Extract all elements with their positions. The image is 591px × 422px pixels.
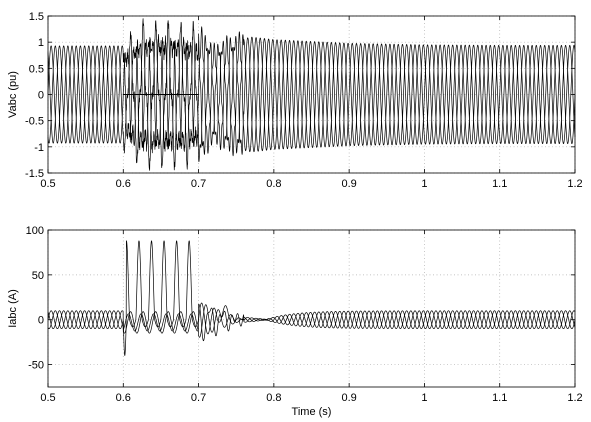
current-y-axis-label: Iabc (A): [7, 289, 19, 328]
current-x-axis-label: Time (s): [292, 406, 332, 418]
x-tick-label: 0.6: [116, 178, 131, 190]
voltage-phase-trace: [47, 26, 576, 157]
y-tick-label: 0: [38, 90, 44, 102]
y-tick-label: 1.5: [29, 11, 44, 23]
x-tick-label: 1.2: [567, 392, 582, 404]
y-tick-label: 50: [32, 270, 44, 282]
x-tick-label: 1: [421, 178, 427, 190]
y-tick-label: -1: [34, 142, 44, 154]
current-plot: 0.5 0.6 0.7 0.8 0.9 1 1.1 1.2 -50 0 50 100 Iabc (A…: [7, 225, 583, 418]
y-tick-label: 0.5: [29, 63, 44, 75]
current-y-tick-labels: -50 0 50 100: [26, 225, 44, 372]
x-tick-label: 0.7: [191, 392, 206, 404]
voltage-y-tick-labels: -1.5 -1 -0.5 0 0.5 1 1.5: [25, 11, 44, 180]
current-traces: [47, 240, 576, 356]
y-tick-label: 0: [38, 315, 44, 327]
y-tick-label: -0.5: [25, 116, 44, 128]
x-tick-label: 1.1: [492, 178, 507, 190]
voltage-axes-frame: [47, 15, 576, 174]
current-phase-trace: [47, 303, 576, 342]
current-phase-trace: [47, 240, 576, 356]
x-tick-label: 0.7: [191, 178, 206, 190]
voltage-traces: [47, 18, 576, 171]
x-tick-label: 0.8: [266, 392, 281, 404]
current-grid: [47, 229, 576, 387]
voltage-x-tick-labels: 0.5 0.6 0.7 0.8 0.9 1 1.1 1.2: [40, 178, 582, 190]
current-x-tick-labels: 0.5 0.6 0.7 0.8 0.9 1 1.1 1.2: [40, 392, 582, 404]
x-tick-label: 0.5: [40, 178, 55, 190]
x-tick-label: 0.9: [341, 178, 356, 190]
voltage-plot: 0.5 0.6 0.7 0.8 0.9 1 1.1 1.2 -1.5 -1 -0.5 0 0.5 1 1.…: [7, 11, 583, 190]
x-tick-label: 1: [421, 392, 427, 404]
x-tick-label: 0.6: [116, 392, 131, 404]
current-axes-frame: [47, 229, 576, 388]
current-phase-trace: [47, 304, 576, 338]
x-tick-label: 0.9: [341, 392, 356, 404]
voltage-y-axis-label: Vabc (pu): [7, 71, 19, 118]
voltage-phase-trace: [47, 18, 576, 171]
x-tick-label: 1.2: [567, 178, 582, 190]
voltage-phase-trace: [47, 33, 576, 155]
y-tick-label: -1.5: [25, 168, 44, 180]
y-tick-label: 100: [26, 225, 44, 237]
y-tick-label: -50: [28, 360, 44, 372]
y-tick-label: 1: [38, 37, 44, 49]
x-tick-label: 0.5: [40, 392, 55, 404]
x-tick-label: 1.1: [492, 392, 507, 404]
x-tick-label: 0.8: [266, 178, 281, 190]
